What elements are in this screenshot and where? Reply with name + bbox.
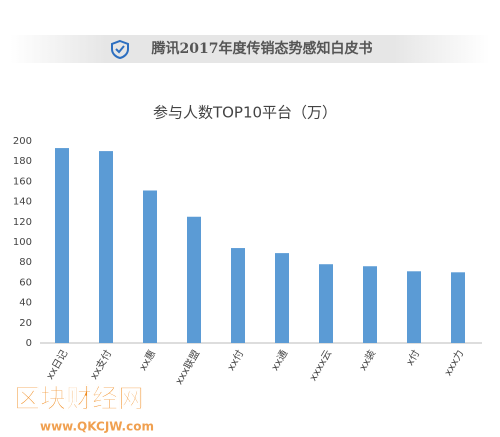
x-tick-label: xxx联盟 <box>173 348 202 387</box>
chart-title: 参与人数TOP10平台（万） <box>153 104 337 122</box>
bar <box>407 271 421 343</box>
bar <box>143 190 157 343</box>
bar <box>187 216 201 343</box>
y-tick-label: 200 <box>13 136 32 147</box>
y-tick-label: 100 <box>13 237 32 248</box>
y-tick-label: 160 <box>13 176 32 187</box>
y-tick-label: 0 <box>26 338 32 349</box>
x-tick-label: xxxx云 <box>308 349 334 384</box>
bar <box>363 266 377 343</box>
shield-check <box>115 45 125 54</box>
x-tick-label: xx通 <box>269 348 290 373</box>
bar <box>275 253 289 343</box>
x-tick-label: xx装 <box>356 348 378 373</box>
x-tick-label: xxx力 <box>441 348 466 379</box>
shield-icon <box>111 39 129 60</box>
header-band <box>10 35 490 63</box>
watermark-title: 区块财经网 <box>14 384 144 415</box>
watermark-url: www.QKCJW.com <box>40 420 154 434</box>
bar <box>451 272 465 343</box>
x-tick-label: xx日记 <box>44 348 70 382</box>
y-tick-label: 80 <box>19 257 32 268</box>
x-tick-label: x付 <box>403 348 422 368</box>
x-tick-label: xx支付 <box>87 348 114 382</box>
y-tick-label: 20 <box>19 318 32 329</box>
bar <box>55 148 69 343</box>
bar <box>231 248 245 343</box>
y-tick-label: 180 <box>13 156 32 167</box>
y-tick-label: 120 <box>13 217 32 228</box>
y-tick-label: 60 <box>19 277 32 288</box>
bar <box>319 264 333 343</box>
header-title: 腾讯2017年度传销态势感知白皮书 <box>152 40 373 57</box>
x-tick-label: xx惠 <box>136 348 158 373</box>
y-tick-label: 140 <box>13 197 32 208</box>
y-tick-label: 40 <box>19 298 32 309</box>
bar <box>99 151 113 343</box>
x-tick-label: xx付 <box>224 348 246 373</box>
